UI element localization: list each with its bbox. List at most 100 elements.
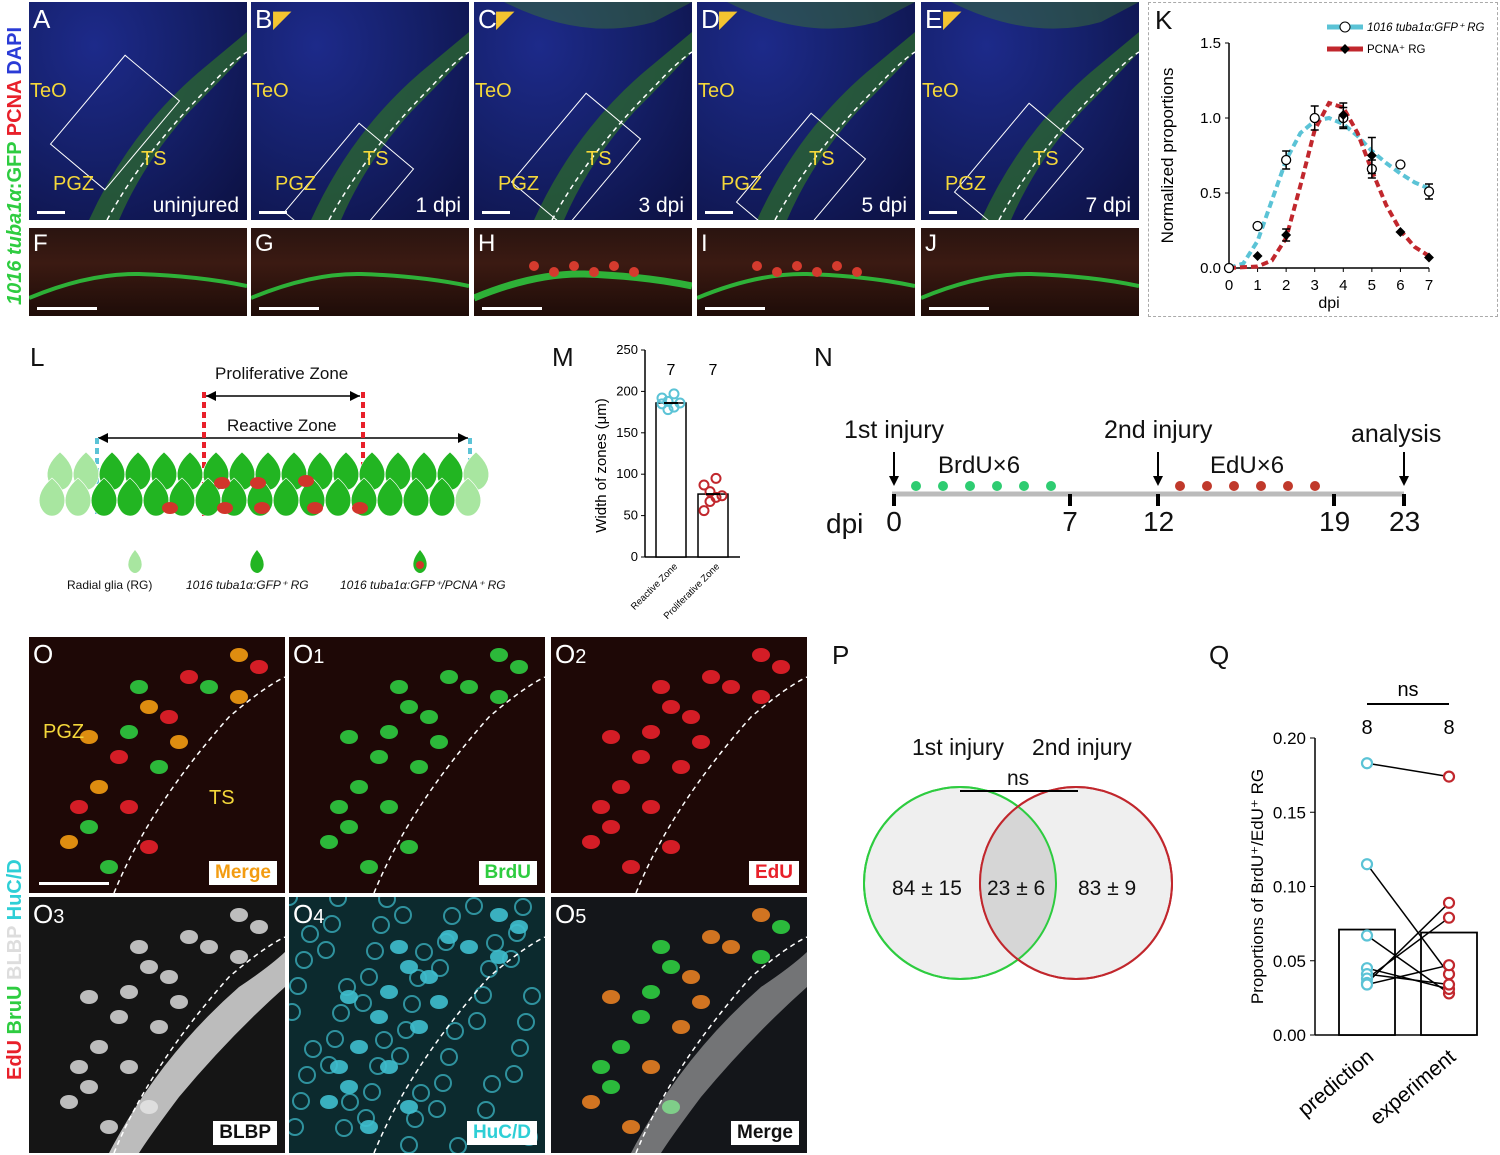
huc-cell bbox=[508, 924, 526, 942]
cell-nucleus bbox=[490, 908, 508, 922]
channel-tag: HuC/D bbox=[466, 1121, 537, 1145]
glia-band bbox=[29, 271, 247, 300]
cell-nucleus bbox=[622, 860, 640, 874]
cell-nucleus bbox=[410, 760, 428, 774]
huc-cell bbox=[443, 907, 461, 925]
y-tick-label: 0 bbox=[631, 549, 638, 564]
legend-label: 1016 tuba1α:GFP⁺ RG bbox=[1367, 22, 1485, 34]
ts-boundary bbox=[373, 936, 545, 1153]
huc-cell bbox=[335, 1119, 353, 1137]
cell-nucleus bbox=[360, 1120, 378, 1134]
cell-nucleus bbox=[340, 730, 358, 744]
huc-cell bbox=[477, 1101, 495, 1119]
data-point bbox=[704, 486, 716, 498]
edu-label: EdU×6 bbox=[1210, 452, 1285, 479]
pcna-nucleus bbox=[589, 267, 599, 277]
pcna-nucleus bbox=[792, 261, 802, 271]
arrow-head bbox=[98, 433, 108, 443]
cell-nucleus bbox=[110, 750, 128, 764]
huc-cell bbox=[372, 916, 390, 934]
huc-cell bbox=[446, 1022, 464, 1040]
huc-cell bbox=[502, 950, 520, 968]
huc-cell bbox=[326, 1030, 344, 1048]
x-tick-label: 1 bbox=[1253, 277, 1261, 294]
pgz-label: PGZ bbox=[43, 721, 85, 743]
cell-nucleus bbox=[602, 730, 620, 744]
huc-cell bbox=[360, 968, 378, 986]
cell-nucleus bbox=[662, 1100, 680, 1114]
huc-cell bbox=[378, 897, 396, 908]
ts-label: TS bbox=[586, 148, 612, 170]
cell-nucleus bbox=[460, 680, 478, 694]
huc-cell bbox=[304, 1040, 322, 1058]
pgz-band bbox=[757, 32, 915, 220]
proliferative-zone-label: Proliferative Zone bbox=[215, 364, 349, 383]
data-point bbox=[716, 490, 728, 502]
cell-nucleus bbox=[160, 710, 178, 724]
pair-line bbox=[1366, 964, 1450, 986]
legend-gfp-label: 1016 tuba1α:GFP⁺ RG bbox=[186, 578, 309, 592]
data-point bbox=[710, 472, 722, 484]
data-point bbox=[1281, 230, 1292, 240]
y-tick-label: 1.0 bbox=[1200, 110, 1221, 127]
edu-dose bbox=[1229, 481, 1239, 491]
cell-nucleus bbox=[682, 710, 700, 724]
legend-marker bbox=[1340, 44, 1350, 54]
y-tick-label: 0.10 bbox=[1273, 878, 1306, 897]
ts-label: TS bbox=[809, 148, 835, 170]
teo-label: TeO bbox=[922, 80, 959, 102]
ts-boundary bbox=[113, 676, 285, 893]
timeline-marks bbox=[889, 452, 1409, 506]
cell-row bbox=[38, 451, 490, 517]
cell-nucleus bbox=[120, 1060, 138, 1074]
cell-nucleus bbox=[752, 690, 770, 704]
side-title-gfp: :GFP bbox=[4, 141, 26, 190]
cell-nucleus bbox=[682, 970, 700, 984]
pgz-band bbox=[311, 32, 469, 220]
first-injury-label: 1st injury bbox=[912, 734, 1005, 760]
y-axis-label: Proportions of BrdU⁺/EdU⁺ RG bbox=[1248, 769, 1267, 1004]
venn-diagram bbox=[863, 786, 1173, 980]
cell-nucleus bbox=[230, 690, 248, 704]
cell-nucleus bbox=[602, 820, 620, 834]
huc-cell bbox=[301, 925, 319, 943]
x-tick-label: 4 bbox=[1339, 277, 1347, 294]
y-tick-label: 200 bbox=[616, 383, 638, 398]
cell-nucleus bbox=[592, 1060, 610, 1074]
x-tick-label: 3 bbox=[1311, 277, 1319, 294]
legend-pcna-label: 1016 tuba1α:GFP⁺/PCNA⁺ RG bbox=[340, 578, 506, 592]
arrow-head bbox=[889, 476, 899, 486]
cell-nucleus bbox=[370, 750, 388, 764]
cell-nucleus bbox=[490, 690, 508, 704]
strip-panel: I bbox=[697, 228, 915, 316]
data-point bbox=[710, 491, 722, 503]
timeline-tick-label: 0 bbox=[886, 506, 902, 537]
y-tick-label: 0.5 bbox=[1200, 185, 1221, 202]
y-tick-label: 0.0 bbox=[1200, 260, 1221, 277]
ts-boundary bbox=[635, 676, 807, 893]
cell-nucleus bbox=[390, 680, 408, 694]
green-fibers bbox=[504, 2, 692, 29]
scale-bar bbox=[705, 211, 733, 214]
huc-cell bbox=[292, 1092, 310, 1110]
condition-label: 3 dpi bbox=[638, 194, 684, 217]
pcna-nucleus bbox=[307, 502, 323, 514]
cell-nucleus bbox=[752, 648, 770, 662]
cell-nucleus bbox=[772, 660, 790, 674]
side-title-huc: HuC/D bbox=[4, 859, 26, 926]
pcna-nucleus bbox=[832, 261, 842, 271]
cell-nucleus bbox=[70, 1060, 88, 1074]
cell-nucleus bbox=[160, 970, 178, 984]
huc-cell bbox=[357, 1109, 375, 1127]
cell-nucleus bbox=[320, 835, 338, 849]
ts-boundary bbox=[774, 51, 915, 220]
arrow-head bbox=[1399, 476, 1409, 486]
side-title-row1: 1016 tuba1α:GFP PCNA DAPI bbox=[4, 27, 27, 305]
cell-nucleus bbox=[582, 835, 600, 849]
pgz-label: PGZ bbox=[53, 173, 95, 195]
timeline-tick-label: 7 bbox=[1062, 506, 1078, 537]
green-fibers bbox=[951, 2, 1139, 29]
arrowhead-icon: ◤ bbox=[943, 6, 962, 33]
huc-cell bbox=[329, 897, 347, 907]
cell-nucleus bbox=[70, 800, 88, 814]
